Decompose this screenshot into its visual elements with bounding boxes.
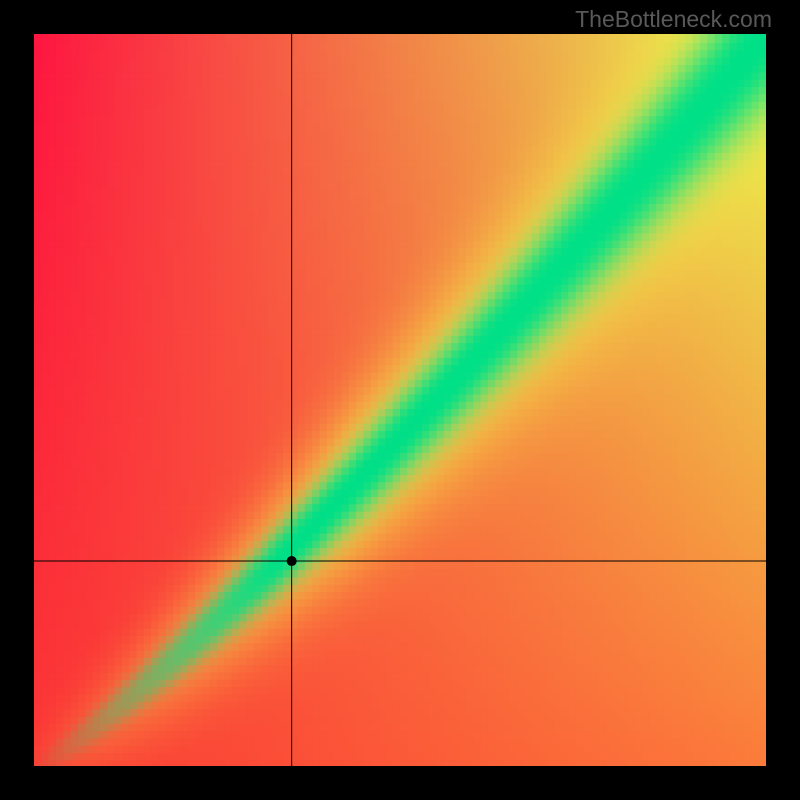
- bottleneck-heatmap: [34, 34, 766, 766]
- watermark-text: TheBottleneck.com: [575, 6, 772, 33]
